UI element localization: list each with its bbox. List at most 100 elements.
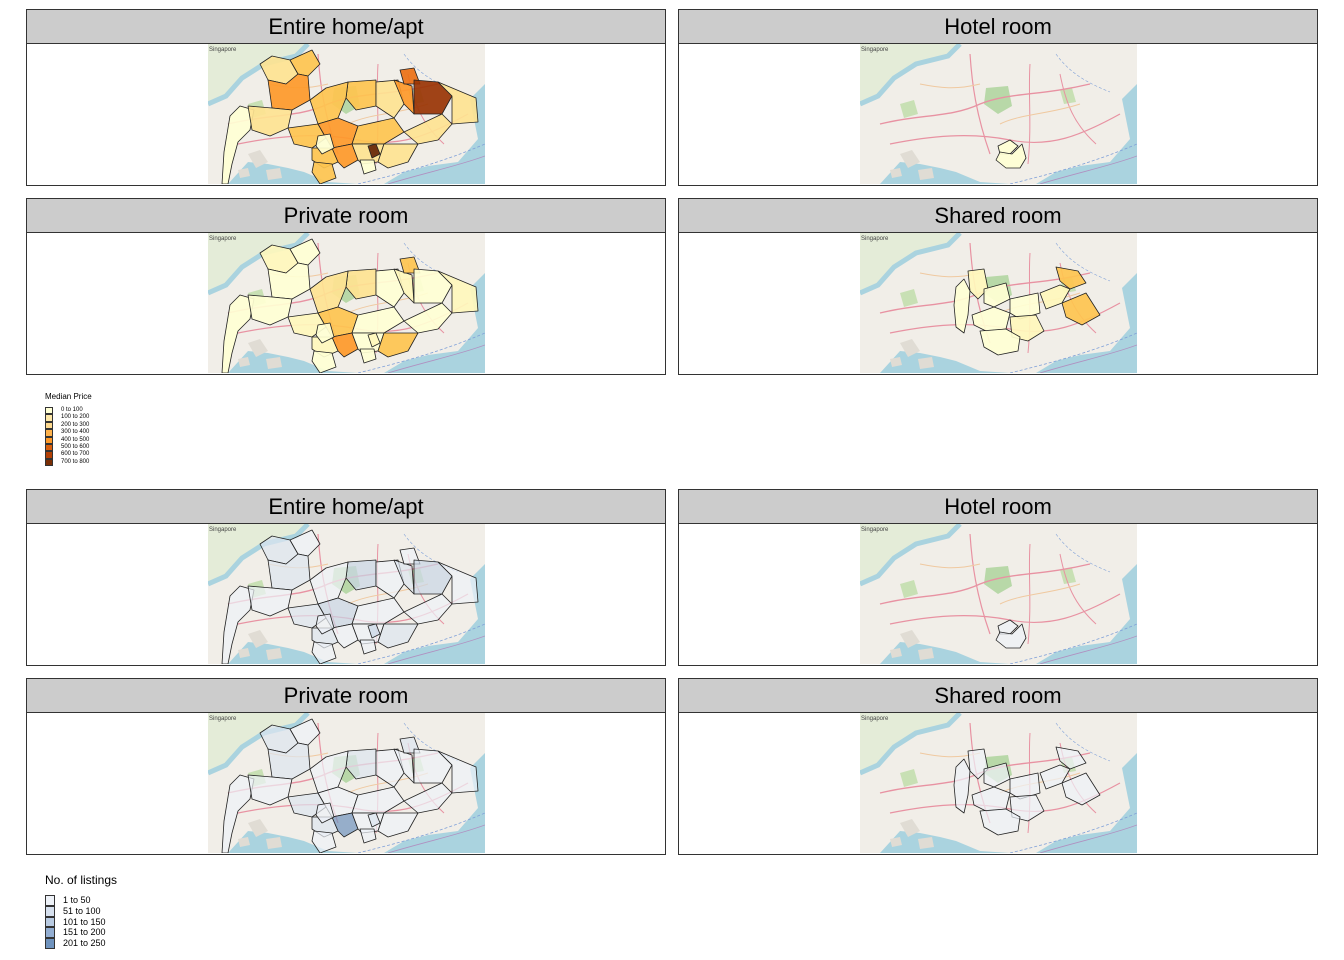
legend-title: Median Price	[45, 392, 92, 401]
legend-swatch	[45, 444, 53, 452]
map-label: Singapore	[861, 527, 889, 533]
island	[248, 150, 268, 168]
map-label: Singapore	[861, 236, 889, 242]
legend-label: 700 to 800	[61, 458, 90, 465]
island	[248, 819, 268, 837]
legend-swatch	[45, 429, 53, 437]
nature-reserve	[984, 86, 1012, 114]
map-canvas: Singapore	[860, 44, 1137, 184]
nature-reserve	[984, 566, 1012, 594]
map-label: Singapore	[209, 47, 237, 53]
panel-title: Private room	[27, 679, 665, 713]
land	[860, 524, 1137, 664]
strait	[860, 713, 962, 776]
planning-area	[221, 774, 255, 853]
planning-area	[1039, 764, 1071, 790]
planning-area	[367, 143, 381, 159]
planning-area	[331, 623, 359, 649]
park	[900, 769, 918, 787]
island	[900, 339, 920, 357]
planning-area	[367, 623, 381, 639]
planning-area	[331, 143, 359, 169]
sea-lane	[357, 332, 485, 373]
road	[999, 583, 1081, 605]
legend-items: 1 to 50 51 to 100 101 to 150 151 to 200 201 …	[45, 895, 117, 949]
sea-lane	[387, 344, 485, 373]
planning-area	[979, 328, 1021, 356]
island	[238, 168, 250, 178]
basemap: Singapore	[208, 713, 485, 853]
legend-swatch	[45, 451, 53, 459]
island	[900, 819, 920, 837]
expressway	[1059, 553, 1097, 625]
sea-lane	[357, 623, 485, 664]
island	[266, 357, 282, 369]
planning-area	[953, 758, 971, 814]
median-price-legend: Median Price 0 to 100 100 to 200 200 to 30…	[45, 392, 92, 467]
island	[918, 168, 934, 180]
price-panel-shared: Shared room Singapore	[678, 198, 1318, 375]
planning-area	[403, 113, 453, 145]
legend-label: 200 to 300	[61, 421, 90, 428]
planning-area	[351, 786, 405, 814]
basemap: Singapore	[860, 524, 1137, 664]
expressway	[1027, 543, 1031, 645]
sea-lane	[1055, 533, 1111, 573]
planning-area	[315, 133, 335, 155]
legend-swatch	[45, 414, 53, 422]
planning-area	[359, 348, 377, 364]
map-canvas: Singapore	[860, 524, 1137, 664]
listings-panel-private: Private room Singapore	[26, 678, 666, 855]
planning-area	[403, 302, 453, 334]
map-label: Singapore	[861, 47, 889, 53]
panel-title: Hotel room	[679, 10, 1317, 44]
park	[900, 289, 918, 307]
planning-area	[221, 294, 255, 373]
planning-area	[995, 143, 1027, 169]
expressway	[1059, 73, 1097, 145]
sea-lane	[387, 635, 485, 664]
legend-label: 151 to 200	[63, 927, 106, 938]
expressway	[1027, 63, 1031, 165]
sea-lane	[1009, 623, 1137, 664]
island	[266, 837, 282, 849]
listings-panel-entire: Entire home/apt Singapore	[26, 489, 666, 666]
panel-title: Private room	[27, 199, 665, 233]
strait	[208, 233, 310, 296]
legend-swatch	[45, 916, 55, 928]
planning-area	[359, 639, 377, 655]
panel-title: Shared room	[679, 679, 1317, 713]
legend-swatch	[45, 458, 53, 467]
legend-title: No. of listings	[45, 873, 118, 887]
road	[999, 103, 1081, 125]
sea-lane	[1039, 155, 1137, 184]
price-panel-hotel: Hotel room Singapore	[678, 9, 1318, 186]
basemap: Singapore	[860, 44, 1137, 184]
sea-lane	[387, 155, 485, 184]
map-label: Singapore	[209, 236, 237, 242]
planning-area	[315, 613, 335, 635]
basemap: Singapore	[208, 44, 485, 184]
legend-swatch	[45, 436, 53, 444]
island	[890, 837, 902, 847]
island	[918, 357, 934, 369]
island	[918, 648, 934, 660]
planning-area	[351, 597, 405, 625]
planning-area	[983, 282, 1011, 308]
expressway	[879, 563, 1091, 605]
panel-title: Shared room	[679, 199, 1317, 233]
island	[238, 648, 250, 658]
road	[919, 83, 981, 89]
map-label: Singapore	[209, 716, 237, 722]
planning-area	[1055, 746, 1087, 770]
planning-area	[1055, 266, 1087, 290]
planning-area	[351, 117, 405, 145]
expressway	[969, 533, 991, 635]
planning-area	[437, 750, 479, 794]
legend-swatch	[45, 895, 55, 906]
planning-area	[311, 830, 337, 853]
legend-label: 100 to 200	[61, 414, 90, 421]
island	[890, 357, 902, 367]
map-label: Singapore	[861, 716, 889, 722]
planning-area	[1039, 284, 1071, 310]
